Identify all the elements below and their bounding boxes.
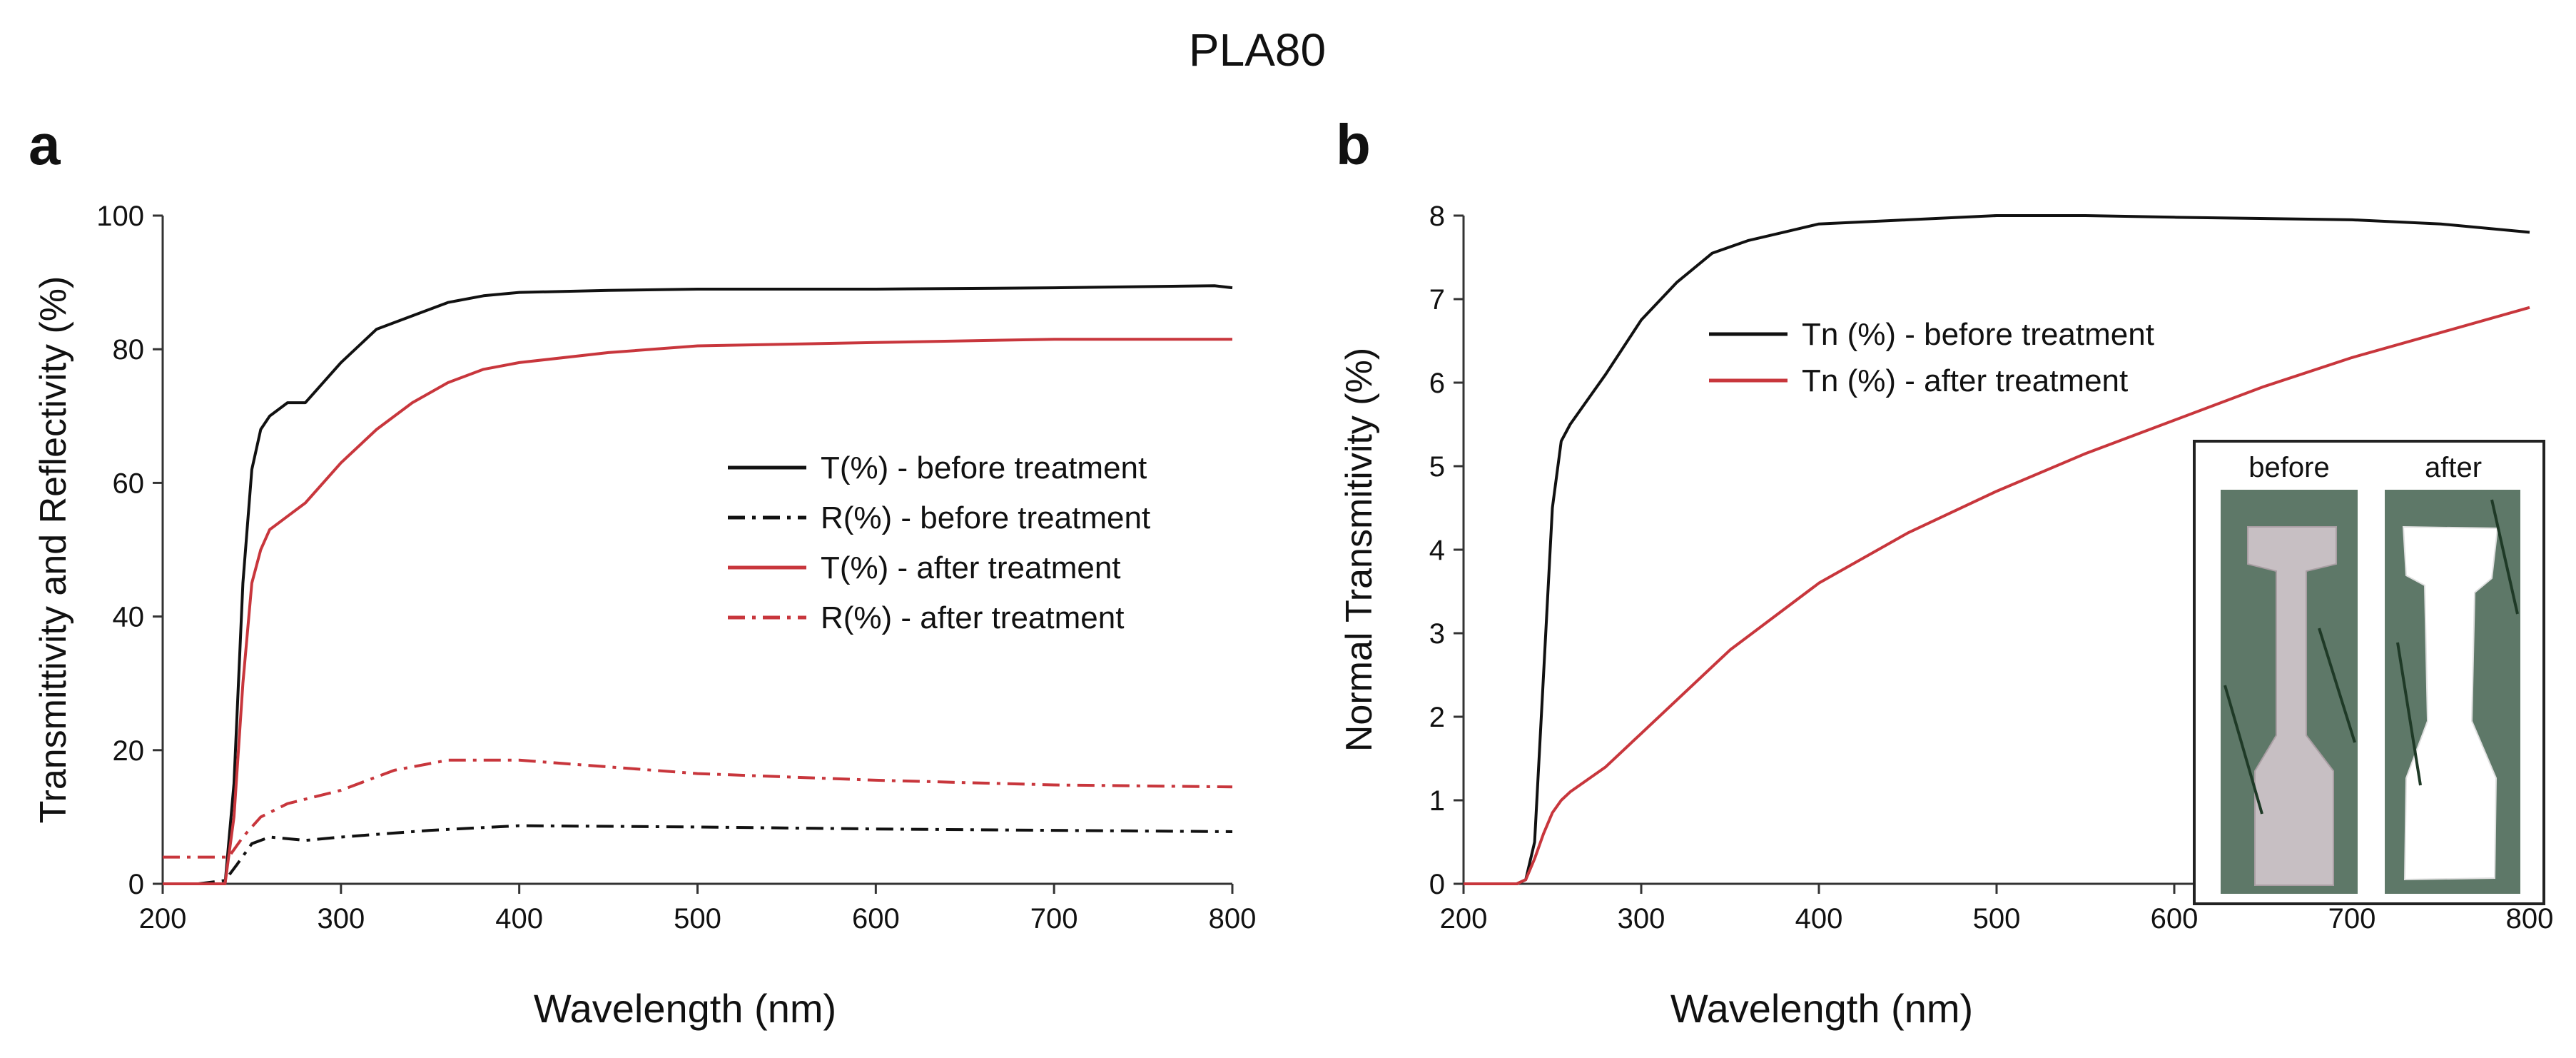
y-tick-label: 2 xyxy=(1429,702,1445,733)
y-tick-label: 80 xyxy=(113,334,145,366)
x-tick-label: 700 xyxy=(2328,903,2376,934)
legend-label: T(%) - before treatment xyxy=(821,450,1147,485)
chart-b-ylabel: Normal Transmitivity (%) xyxy=(1339,348,1380,752)
legend-label: R(%) - after treatment xyxy=(821,600,1124,635)
y-tick-label: 40 xyxy=(113,602,145,633)
series-line-2 xyxy=(1464,306,2530,885)
chart-a-xlabel: Wavelength (nm) xyxy=(534,986,836,1031)
chart-a-axes: 200 300 400 500 600 700 800 0 20 40 60 80 100 xyxy=(96,201,1256,934)
inset-before-fiber xyxy=(2318,628,2356,743)
y-tick-label: 100 xyxy=(96,201,144,232)
chart-b-xlabel: Wavelength (nm) xyxy=(1670,986,1973,1031)
figure-title: PLA80 xyxy=(1189,24,1326,76)
panel-label-b: b xyxy=(1336,113,1371,176)
chart-a-ylabel: Transmittivity and Reflectivity (%) xyxy=(33,276,74,824)
x-tick-label: 500 xyxy=(1973,903,2021,934)
series-line-1 xyxy=(163,284,1233,885)
legend-label: T(%) - after treatment xyxy=(821,550,1121,585)
y-tick-label: 1 xyxy=(1429,785,1445,817)
x-tick-label: 300 xyxy=(317,903,365,934)
chart-b-series xyxy=(1464,214,2530,885)
inset-photo: before after xyxy=(2193,440,2545,905)
y-tick-label: 0 xyxy=(128,869,144,900)
inset-before-fiber xyxy=(2223,685,2263,815)
inset-label-after: after xyxy=(2425,452,2482,483)
series-line-4 xyxy=(163,758,1233,859)
inset-after-fiber xyxy=(2396,642,2422,786)
x-tick-label: 800 xyxy=(1209,903,1257,934)
panel-label-a: a xyxy=(29,113,61,176)
series-line-2 xyxy=(163,824,1233,885)
y-tick-label: 8 xyxy=(1429,201,1445,232)
y-tick-label: 4 xyxy=(1429,535,1445,566)
x-tick-label: 200 xyxy=(139,903,187,934)
inset-after-fiber xyxy=(2490,499,2519,615)
inset-label-before: before xyxy=(2248,452,2329,483)
series-line-3 xyxy=(163,338,1232,885)
y-tick-label: 0 xyxy=(1429,869,1445,900)
y-tick-label: 6 xyxy=(1429,368,1445,399)
y-tick-label: 60 xyxy=(113,468,145,499)
x-tick-label: 700 xyxy=(1030,903,1078,934)
x-tick-label: 600 xyxy=(2151,903,2199,934)
legend-label: Tn (%) - before treatment xyxy=(1802,317,2154,352)
inset-after-specimen xyxy=(2402,525,2499,881)
x-tick-label: 500 xyxy=(674,903,721,934)
x-tick-label: 600 xyxy=(852,903,900,934)
x-tick-label: 200 xyxy=(1440,903,1488,934)
y-tick-label: 20 xyxy=(113,735,145,767)
chart-b-legend: Tn (%) - before treatment Tn (%) - after … xyxy=(1709,317,2154,398)
x-tick-label: 400 xyxy=(495,903,543,934)
series-line-1 xyxy=(1464,214,2530,885)
legend-label: R(%) - before treatment xyxy=(821,500,1150,535)
y-tick-label: 3 xyxy=(1429,618,1445,650)
chart-b: 200 300 400 500 600 700 800 0 1 2 3 4 5 6 7 8 Tn (%) - … xyxy=(1339,201,2553,1031)
y-tick-label: 7 xyxy=(1429,284,1445,316)
y-tick-label: 5 xyxy=(1429,451,1445,483)
x-tick-label: 300 xyxy=(1618,903,1665,934)
chart-a: 200 300 400 500 600 700 800 0 20 40 60 80 100 T(%) -… xyxy=(33,201,1256,1031)
legend-label: Tn (%) - after treatment xyxy=(1802,363,2128,398)
chart-a-legend: T(%) - before treatment R(%) - before tre… xyxy=(728,450,1150,635)
inset-before-specimen xyxy=(2247,526,2337,886)
x-tick-label: 800 xyxy=(2506,903,2554,934)
chart-a-series xyxy=(163,284,1233,885)
x-tick-label: 400 xyxy=(1795,903,1843,934)
